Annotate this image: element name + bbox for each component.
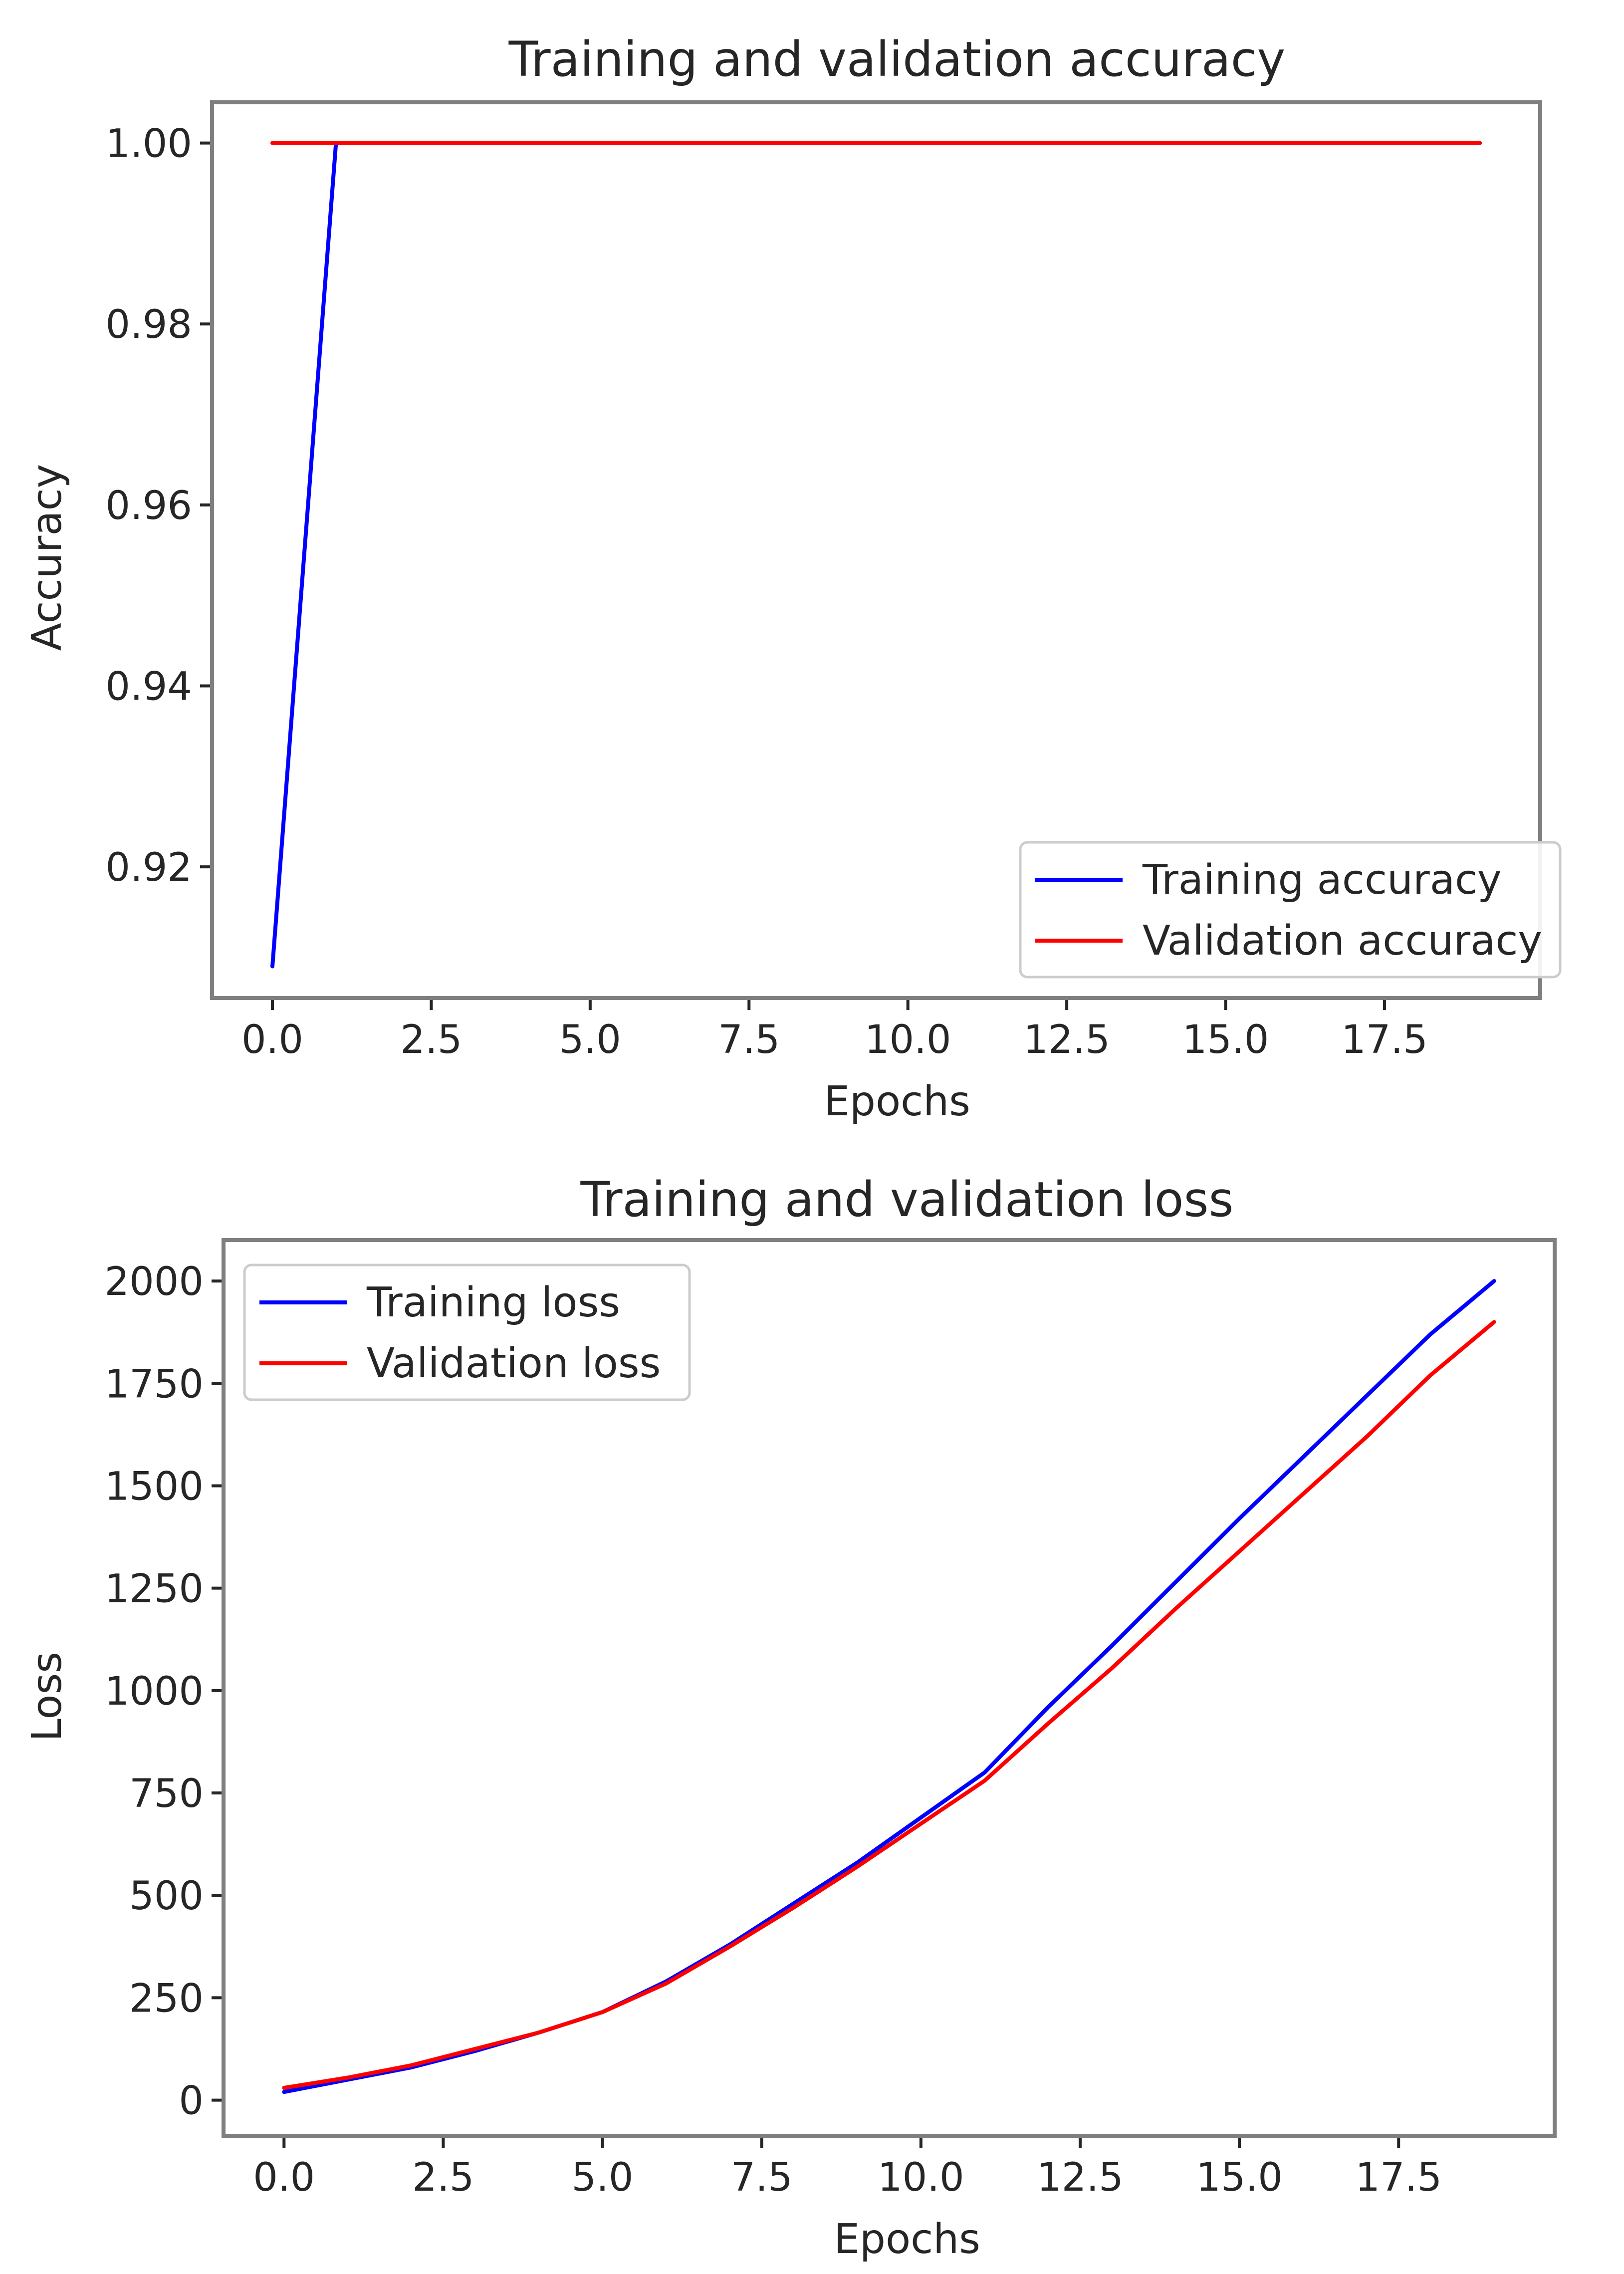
loss-x-tick-label: 15.0 xyxy=(1196,2155,1283,2200)
accuracy-x-tick-label: 15.0 xyxy=(1182,1017,1269,1062)
loss-x-tick-label: 10.0 xyxy=(878,2155,964,2200)
accuracy-x-tick-label: 5.0 xyxy=(559,1017,621,1062)
accuracy-x-tick-label: 10.0 xyxy=(865,1017,951,1062)
loss-y-tick-label: 2000 xyxy=(104,1260,204,1304)
accuracy-x-tick-label: 7.5 xyxy=(718,1017,780,1062)
accuracy-x-axis-label: Epochs xyxy=(824,1078,970,1125)
loss-series xyxy=(282,1279,1496,2094)
legend-label-validation-loss: Validation loss xyxy=(367,1340,661,1387)
loss-y-axis-label: Loss xyxy=(23,1652,71,1742)
loss-x-tick-label: 0.0 xyxy=(253,2155,315,2200)
loss-legend-box xyxy=(243,1263,691,1401)
legend-label-validation-accuracy: Validation accuracy xyxy=(1143,917,1542,965)
accuracy-series xyxy=(270,141,1482,969)
accuracy-plot-frame xyxy=(210,100,1542,1000)
loss-x-ticks: 0.0 2.5 5.0 7.5 10.0 12.5 15.0 17.5 xyxy=(253,2136,1442,2200)
loss-y-tick-label: 1250 xyxy=(104,1567,204,1612)
accuracy-y-tick-label: 0.96 xyxy=(105,484,192,528)
loss-y-tick-label: 0 xyxy=(179,2079,204,2124)
loss-x-tick-label: 12.5 xyxy=(1037,2155,1124,2200)
accuracy-x-tick-label: 12.5 xyxy=(1023,1017,1110,1062)
loss-plot-frame xyxy=(222,1238,1557,2138)
accuracy-x-ticks: 0.0 2.5 5.0 7.5 10.0 12.5 15.0 17.5 xyxy=(241,998,1428,1062)
loss-x-tick-label: 7.5 xyxy=(731,2155,793,2200)
loss-x-axis-label: Epochs xyxy=(834,2216,980,2263)
accuracy-y-axis-label: Accuracy xyxy=(23,464,71,651)
loss-y-tick-label: 500 xyxy=(129,1874,204,1919)
loss-y-tick-label: 750 xyxy=(129,1771,204,1816)
accuracy-y-tick-label: 0.98 xyxy=(105,302,192,347)
legend-label-training-accuracy: Training accuracy xyxy=(1142,856,1502,904)
accuracy-y-tick-label: 0.94 xyxy=(105,664,192,709)
accuracy-legend-box xyxy=(1019,841,1562,979)
loss-y-tick-label: 1750 xyxy=(104,1362,204,1407)
legend-label-training-loss: Training loss xyxy=(366,1279,620,1326)
accuracy-y-ticks: 0.92 0.94 0.96 0.98 1.00 xyxy=(105,122,212,890)
accuracy-x-tick-label: 2.5 xyxy=(400,1017,462,1062)
accuracy-chart-title: Training and validation accuracy xyxy=(508,31,1286,87)
accuracy-legend: Training accuracy Validation accuracy xyxy=(1019,841,1562,979)
loss-y-tick-label: 1500 xyxy=(104,1464,204,1509)
accuracy-chart: Training and validation accuracy 0.920.9… xyxy=(23,31,1562,1125)
loss-legend: Training loss Validation loss xyxy=(243,1263,691,1401)
accuracy-y-tick-label: 0.92 xyxy=(105,845,192,890)
loss-y-tick-label: 250 xyxy=(129,1976,204,2021)
loss-chart: Training and validation loss 0 250 500 750 1… xyxy=(23,1172,1557,2263)
loss-y-ticks: 0 250 500 750 1000 1250 1500 1750 2000 xyxy=(104,1260,224,2124)
loss-x-tick-label: 5.0 xyxy=(572,2155,634,2200)
validation-loss-line xyxy=(282,1320,1496,2090)
accuracy-y-tick-label: 1.00 xyxy=(105,122,192,167)
loss-chart-title: Training and validation loss xyxy=(580,1172,1233,1228)
loss-y-tick-label: 1000 xyxy=(104,1669,204,1714)
accuracy-x-tick-label: 0.0 xyxy=(241,1017,303,1062)
loss-x-tick-label: 2.5 xyxy=(412,2155,474,2200)
accuracy-x-tick-label: 17.5 xyxy=(1341,1017,1428,1062)
loss-x-tick-label: 17.5 xyxy=(1355,2155,1442,2200)
